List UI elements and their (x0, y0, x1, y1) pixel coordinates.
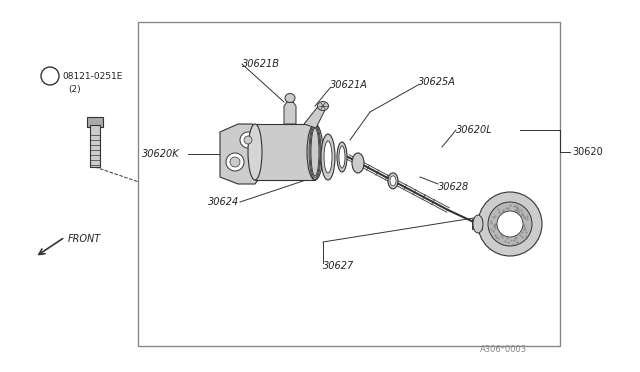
Text: 30627: 30627 (323, 261, 355, 271)
Circle shape (226, 153, 244, 171)
Bar (87, 117, 103, 127)
Circle shape (488, 202, 532, 246)
Ellipse shape (473, 215, 483, 233)
Text: 30624: 30624 (208, 197, 239, 207)
Text: A306*0003: A306*0003 (480, 345, 527, 354)
Text: 30621B: 30621B (242, 59, 280, 69)
Circle shape (41, 67, 59, 85)
Text: 30628: 30628 (438, 182, 469, 192)
Bar (138, 22, 560, 346)
Ellipse shape (390, 176, 396, 186)
Ellipse shape (337, 142, 347, 172)
Text: 08121-0251E: 08121-0251E (62, 71, 122, 80)
Ellipse shape (388, 173, 398, 189)
Bar (90, 125, 100, 167)
Polygon shape (304, 104, 326, 128)
Circle shape (240, 132, 256, 148)
Polygon shape (220, 124, 258, 184)
Ellipse shape (352, 153, 364, 173)
Text: 30625A: 30625A (418, 77, 456, 87)
Text: (2): (2) (68, 84, 81, 93)
Ellipse shape (324, 141, 332, 173)
Polygon shape (284, 102, 296, 124)
Ellipse shape (307, 124, 323, 180)
Text: 30620: 30620 (572, 147, 603, 157)
Text: 30620L: 30620L (456, 125, 493, 135)
Circle shape (497, 211, 523, 237)
Circle shape (478, 192, 542, 256)
Text: 30621A: 30621A (330, 80, 368, 90)
Bar (255, 124, 315, 180)
Text: FRONT: FRONT (68, 234, 101, 244)
Ellipse shape (339, 146, 345, 168)
Circle shape (244, 136, 252, 144)
Text: 30620K: 30620K (142, 149, 180, 159)
Ellipse shape (248, 124, 262, 180)
Ellipse shape (321, 134, 335, 180)
Ellipse shape (317, 102, 328, 110)
Bar (472, 219, 482, 229)
Ellipse shape (285, 93, 295, 103)
Text: B: B (47, 71, 53, 80)
Circle shape (230, 157, 240, 167)
